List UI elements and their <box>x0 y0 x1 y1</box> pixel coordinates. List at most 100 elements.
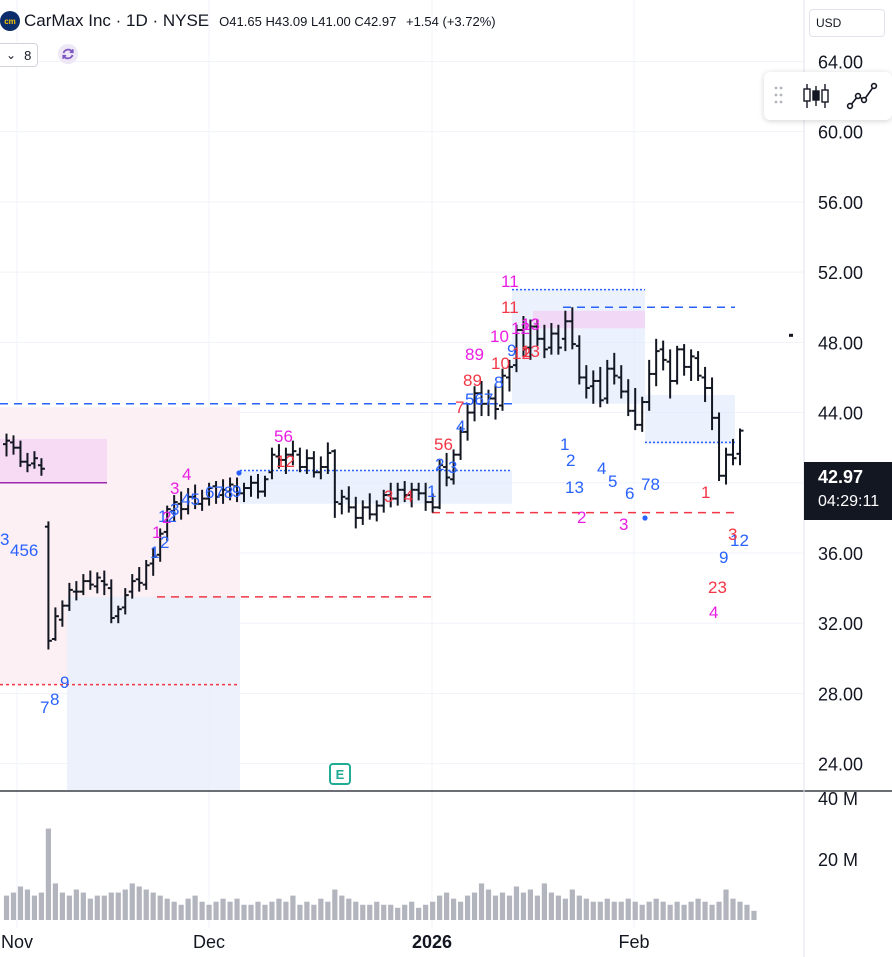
count-label-blue: 456 <box>10 541 38 560</box>
count-label-blue: 567 <box>465 390 493 409</box>
volume-bar <box>416 907 422 920</box>
zone-purple-top <box>533 310 645 329</box>
ohlc-bar <box>568 307 576 350</box>
volume-bar <box>506 895 513 920</box>
ohlc-bar <box>65 582 73 611</box>
volume-bar <box>59 892 65 920</box>
y-tick-label: 44.00 <box>818 404 863 424</box>
ohlc-bar <box>715 412 723 482</box>
volume-bar <box>646 901 652 920</box>
count-label-magenta: 4 <box>182 465 191 484</box>
volume-bar <box>38 892 45 920</box>
drag-handle-icon[interactable] <box>774 86 783 104</box>
ohlc-bar <box>170 495 178 522</box>
ohlc-bar <box>429 493 437 513</box>
volume-bar <box>471 892 478 920</box>
floating-toolbar <box>764 72 892 120</box>
volume-bars <box>3 828 757 920</box>
ohlc-bar <box>44 521 52 650</box>
ohlc-bar <box>694 351 702 381</box>
volume-bar <box>101 895 107 920</box>
currency-selector[interactable]: USD <box>809 9 885 37</box>
volume-bar <box>318 898 324 920</box>
candles-icon[interactable] <box>803 84 829 108</box>
ohlc-bar <box>240 482 248 503</box>
ohlc-bar <box>436 459 444 510</box>
ohlc-bar <box>457 426 465 460</box>
ohlc-bar <box>205 482 213 506</box>
count-label-blue: 6 <box>625 484 634 503</box>
ohlc-bar <box>366 493 374 520</box>
ohlc-bar <box>51 607 59 641</box>
ohlc-bar <box>582 365 590 399</box>
count-label-magenta: 13 <box>521 315 540 334</box>
volume-bar <box>527 889 534 920</box>
count-label-red: 23 <box>708 578 727 597</box>
last-price: 42.97 <box>818 467 864 487</box>
ohlc-bar <box>652 338 660 387</box>
volume-bar <box>604 898 610 920</box>
line-tool-icon[interactable] <box>846 82 878 110</box>
count-label-blue: 1 <box>150 543 159 562</box>
ohlc-bar <box>163 505 171 541</box>
change-value: +1.54 (+3.72%) <box>405 13 496 29</box>
volume-bar <box>262 904 268 920</box>
volume-bar <box>388 904 394 920</box>
count-label-red: 56 <box>434 435 453 454</box>
ohlc-bar <box>373 500 381 522</box>
ohlc-bar <box>485 389 493 417</box>
ohlc-bar <box>156 528 164 562</box>
symbol-title[interactable]: CarMax Inc · 1D · NYSE <box>24 11 210 30</box>
volume-bar <box>716 901 722 920</box>
volume-bar <box>618 901 624 920</box>
volume-bar <box>269 901 275 920</box>
count-label-magenta: 1 <box>152 523 161 542</box>
ohlc-bar <box>666 349 674 399</box>
y-tick-label: 48.00 <box>818 333 863 353</box>
volume-bar <box>681 904 687 920</box>
volume-bar <box>737 901 743 920</box>
volume-bar <box>45 828 52 920</box>
indicator-toggle[interactable]: ⌄ 8 <box>0 43 39 67</box>
volume-bar <box>541 883 547 920</box>
ohlc-bar <box>533 319 541 346</box>
ohlc-bar <box>443 452 451 487</box>
ohlc-bar <box>722 447 730 485</box>
ohlc-bar <box>149 547 157 576</box>
volume-bar <box>695 898 701 920</box>
ohlc-bar <box>422 482 430 511</box>
y-tick-label: 56.00 <box>818 193 863 213</box>
ohlc-bar <box>638 396 646 432</box>
count-label-blue: 678 <box>205 483 233 502</box>
ohlc-bar <box>303 449 311 474</box>
volume-bar <box>31 895 38 920</box>
ohlc-bar <box>275 444 283 469</box>
ohlc-bar <box>464 403 472 441</box>
ohlc-bar <box>247 475 255 497</box>
volume-bar <box>367 904 373 920</box>
count-label-blue: 4 <box>597 459 606 478</box>
volume-bar <box>185 898 191 920</box>
y-tick-label: 24.00 <box>818 755 863 775</box>
low-value: 41.00 <box>318 13 351 29</box>
ohlc-bar <box>93 572 101 594</box>
count-label-blue: 9 <box>60 673 69 692</box>
volume-bar <box>199 901 205 920</box>
count-label-red: 89 <box>463 371 482 390</box>
count-label-magenta: 56 <box>274 427 293 446</box>
refresh-icon[interactable] <box>57 43 79 65</box>
volume-bar <box>171 901 177 920</box>
ohlc-bar <box>254 474 262 499</box>
reference-levels <box>0 288 793 686</box>
earnings-marker[interactable]: E <box>329 763 351 785</box>
ohlc-readout: O41.65 H43.09 L41.00 C42.97 +1.54 (+3.72… <box>219 14 495 29</box>
ohlc-bar <box>331 449 339 518</box>
volume-bar <box>430 901 436 920</box>
ohlc-bar <box>338 489 346 515</box>
count-label-blue: 3 <box>0 530 9 549</box>
ohlc-bar <box>408 482 416 508</box>
ohlc-bar <box>394 482 402 506</box>
volume-tick-label: 20 M <box>818 850 858 870</box>
ohlc-bar <box>261 475 269 497</box>
